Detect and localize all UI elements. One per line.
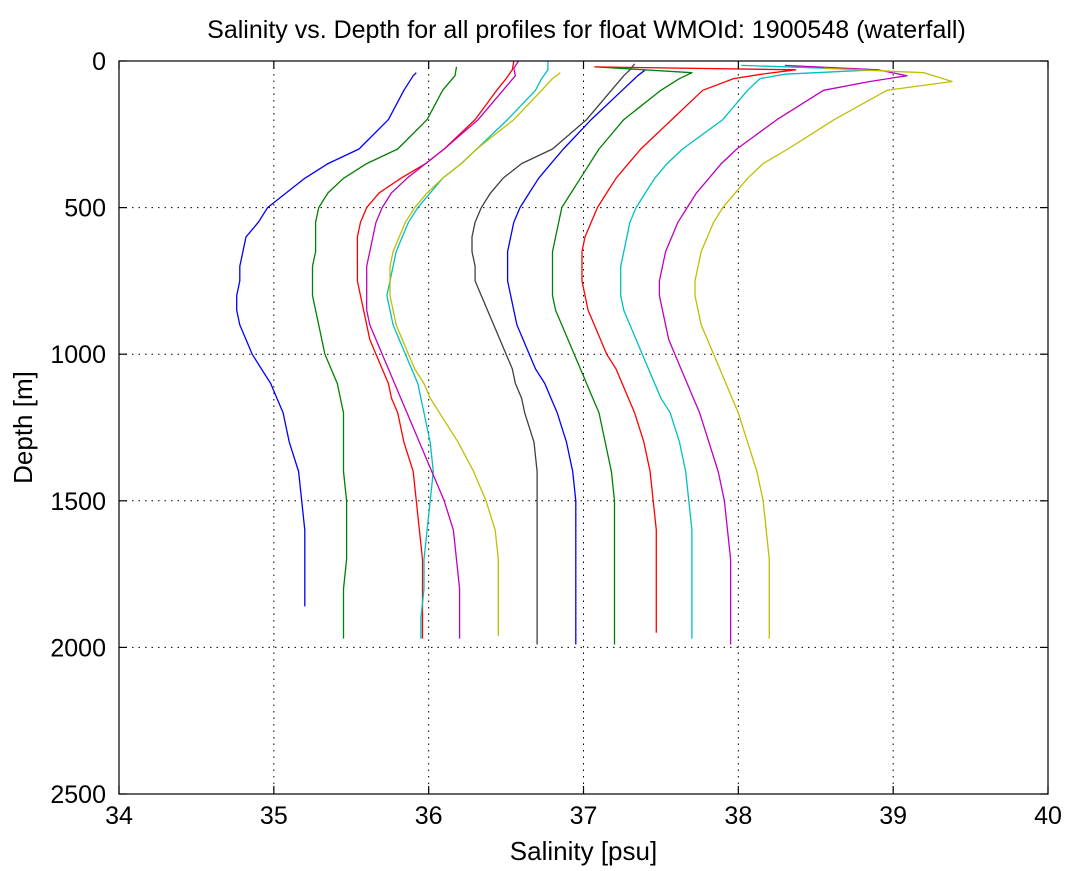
profile-line-6: [389, 72, 561, 636]
y-tick-label-2500: 2500: [50, 781, 106, 809]
x-tick-label-36: 36: [415, 802, 443, 830]
y-tick-label-0: 0: [92, 48, 106, 76]
profile-line-13: [694, 67, 953, 639]
axes: [118, 60, 1049, 795]
series-lines: [236, 60, 953, 645]
profile-line-8: [506, 69, 646, 645]
chart-title: Salinity vs. Depth for all profiles for …: [207, 16, 966, 44]
grid-lines: [119, 61, 1048, 794]
x-tick-label-34: 34: [105, 802, 133, 830]
x-tick-label-39: 39: [879, 802, 907, 830]
tick-labels: 34 35 36 37 38 39 40 0 500 1000 1500 2000 2500: [50, 48, 1062, 830]
profile-line-5: [366, 60, 520, 639]
x-tick-label-40: 40: [1034, 802, 1062, 830]
profile-line-9: [551, 66, 693, 645]
plot-area: [119, 61, 1048, 794]
profile-line-10: [581, 66, 797, 633]
profile-line-2: [311, 66, 458, 639]
x-tick-label-38: 38: [724, 802, 752, 830]
profile-line-11: [620, 64, 876, 639]
y-tick-label-1500: 1500: [50, 488, 106, 516]
x-tick-label-35: 35: [260, 802, 288, 830]
x-axis-label: Salinity [psu]: [510, 836, 657, 866]
y-axis-label: Depth [m]: [8, 371, 38, 484]
y-tick-label-500: 500: [64, 195, 106, 223]
y-tick-label-1000: 1000: [50, 341, 106, 369]
x-tick-label-37: 37: [570, 802, 598, 830]
profile-line-12: [658, 64, 908, 645]
profile-line-1: [236, 72, 417, 607]
y-tick-label-2000: 2000: [50, 634, 106, 662]
profile-line-7: [471, 63, 636, 645]
